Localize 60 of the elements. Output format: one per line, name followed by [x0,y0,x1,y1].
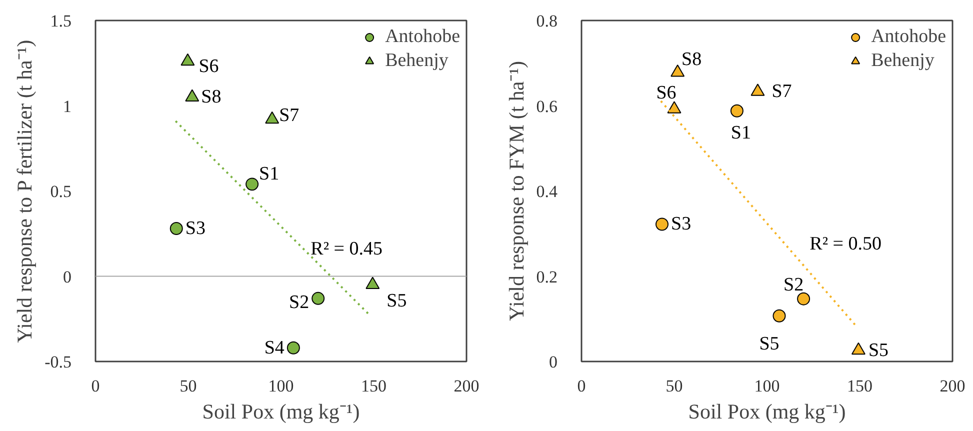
y-axis-title: Yield response to P fertilizer (t ha⁻¹) [12,40,37,343]
annotation: S8 [682,49,702,70]
x-tick-label: 200 [940,376,966,396]
point [185,89,200,102]
y-tick-label: 0.6 [536,96,558,116]
y-tick-label: -0.5 [44,352,72,372]
annotation: S2 [289,292,310,313]
annotation: S3 [671,214,692,235]
annotation: S1 [730,122,751,144]
x-tick-label: 100 [754,376,780,396]
y-tick-label: 0.5 [50,182,72,201]
x-tick-label: 100 [268,376,294,396]
point [180,53,195,66]
annotation: R² = 0.50 [810,234,882,255]
point [656,218,669,231]
y-tick-label: 0.2 [536,267,558,286]
x-tick-label: 50 [666,376,683,396]
point [670,64,685,77]
legend-label: Behenjy [871,50,934,72]
y-tick-label: 1 [63,96,72,116]
annotation: S6 [198,56,219,77]
y-tick-label: 0.8 [536,12,558,30]
point [312,292,325,305]
annotation: S2 [784,274,804,296]
y-tick-label: 0 [549,352,558,372]
point [772,309,786,322]
annotation: R² = 0.45 [310,238,383,260]
x-tick-label: 0 [577,376,586,396]
point [265,111,280,124]
point [667,101,682,114]
annotation: S1 [259,164,280,185]
annotation: S5 [386,290,407,312]
annotation: S6 [656,82,676,104]
legend-label: Antohobe [385,26,460,48]
legend-label: Behenjy [385,50,448,72]
legend-label: Antohobe [871,26,946,48]
point [797,292,810,306]
x-tick-label: 150 [847,376,872,396]
annotation: S5 [759,333,780,354]
x-tick-label: 50 [180,376,197,396]
x-axis-title: Soil Pox (mg kg⁻¹) [202,400,360,424]
point [246,178,259,191]
y-tick-label: 0 [63,267,72,286]
x-tick-label: 200 [454,376,480,396]
annotation: S5 [868,340,889,361]
annotation: S7 [279,104,300,126]
y-axis-title: Yield response to FYM (t ha⁻¹) [504,60,528,322]
point [170,222,183,235]
annotation: S7 [772,81,792,102]
annotation: S4 [264,337,285,358]
x-tick-label: 0 [91,376,100,396]
annotation: S3 [185,218,206,240]
point [286,341,300,354]
y-tick-label: 1.5 [50,12,72,30]
annotation: S8 [201,86,222,108]
point [366,276,380,290]
x-axis-title: Soil Pox (mg kg⁻¹) [688,400,846,424]
x-tick-label: 150 [361,376,386,396]
point [750,84,765,96]
y-tick-label: 0.4 [536,182,558,201]
